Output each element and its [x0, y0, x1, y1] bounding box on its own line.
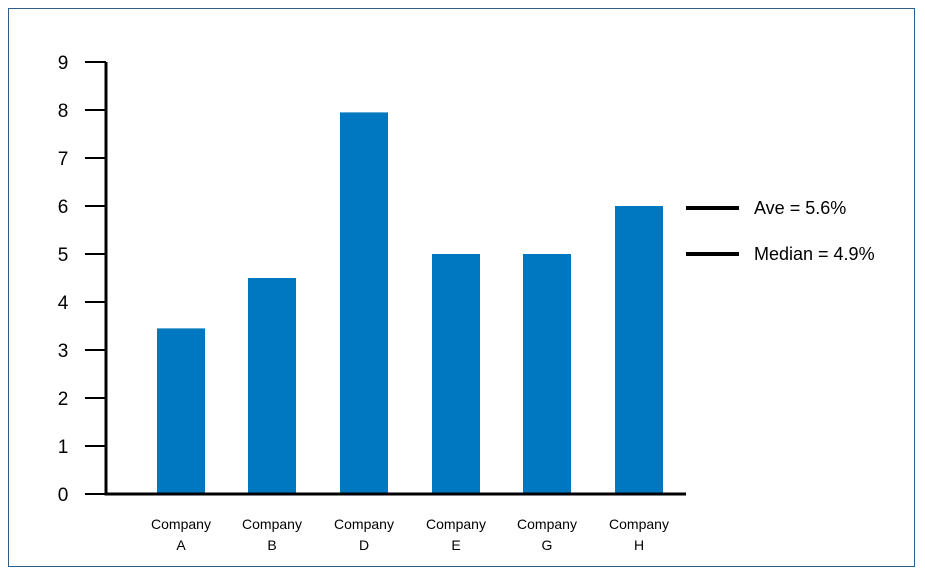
- x-tick-label: Company G: [517, 516, 577, 553]
- legend: Ave = 5.6% Median = 4.9%: [686, 198, 875, 264]
- bars: [157, 112, 663, 495]
- x-axis: Company A Company B Company D Company E Company G…: [104, 492, 686, 553]
- y-tick-label: 7: [58, 149, 69, 170]
- y-tick-label: 6: [58, 197, 69, 218]
- y-tick-label: 1: [58, 437, 69, 458]
- x-tick-label: Company D: [334, 516, 394, 553]
- legend-label: Ave = 5.6%: [754, 198, 846, 218]
- bar: [523, 254, 571, 494]
- y-tick-label: 8: [58, 101, 69, 122]
- bar: [340, 112, 388, 495]
- x-tick-label: Company A: [151, 516, 211, 553]
- bar: [157, 328, 205, 494]
- x-tick-label: Company B: [242, 516, 302, 553]
- y-tick-label: 0: [58, 485, 69, 506]
- x-tick-label: Company E: [426, 516, 486, 553]
- bar: [248, 278, 296, 494]
- y-tick-label: 5: [58, 245, 69, 266]
- y-tick-label: 9: [58, 53, 69, 74]
- bar: [432, 254, 480, 494]
- y-axis: 0 1 2 3 4 5 6 7 8 9: [58, 53, 108, 506]
- legend-label: Median = 4.9%: [754, 244, 875, 264]
- y-tick-label: 2: [58, 389, 69, 410]
- bar: [615, 206, 663, 494]
- x-tick-label: Company H: [609, 516, 669, 553]
- y-tick-label: 3: [58, 341, 69, 362]
- y-tick-label: 4: [58, 293, 69, 314]
